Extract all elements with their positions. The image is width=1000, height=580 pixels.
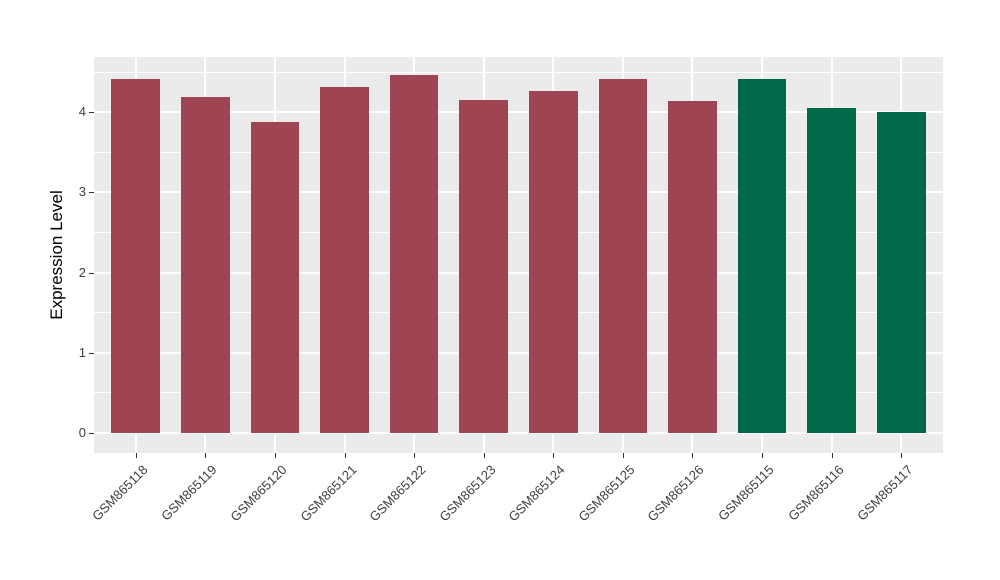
bar-GSM865123 xyxy=(459,100,509,433)
x-tick-mark-GSM865116 xyxy=(831,453,833,458)
major-gridline-y-4 xyxy=(94,111,943,114)
major-gridline-y-3 xyxy=(94,191,943,194)
y-tick-label-4: 4 xyxy=(78,104,86,120)
x-tick-mark-GSM865126 xyxy=(692,453,694,458)
x-tick-mark-GSM865115 xyxy=(762,453,764,458)
x-tick-mark-GSM865118 xyxy=(135,453,137,458)
x-tick-mark-GSM865120 xyxy=(274,453,276,458)
x-tick-label-GSM865119: GSM865119 xyxy=(158,462,220,524)
y-axis-title: Expression Level xyxy=(47,190,66,320)
bar-GSM865119 xyxy=(180,97,230,433)
y-tick-mark-0 xyxy=(89,432,94,434)
bar-GSM865121 xyxy=(320,86,369,433)
y-tick-mark-3 xyxy=(89,192,94,194)
bar-GSM865122 xyxy=(389,75,439,433)
minor-gridline-y-0.5 xyxy=(94,392,943,394)
bar-GSM865125 xyxy=(598,78,648,433)
plot-panel xyxy=(94,57,943,453)
x-tick-mark-GSM865121 xyxy=(344,453,346,458)
x-tick-label-GSM865123: GSM865123 xyxy=(436,462,499,525)
x-tick-label-GSM865126: GSM865126 xyxy=(644,462,708,525)
y-tick-label-3: 3 xyxy=(78,184,86,200)
bar-GSM865115 xyxy=(737,78,787,433)
x-tick-label-GSM865122: GSM865122 xyxy=(366,462,429,525)
bar-GSM865120 xyxy=(250,121,300,433)
x-tick-label-GSM865116: GSM865116 xyxy=(784,462,847,524)
x-tick-label-GSM865120: GSM865120 xyxy=(227,462,290,525)
x-tick-mark-GSM865119 xyxy=(205,453,207,458)
y-tick-mark-4 xyxy=(89,112,94,114)
x-tick-mark-GSM865117 xyxy=(901,453,903,458)
major-gridline-y-2 xyxy=(94,271,943,274)
major-gridline-y-0 xyxy=(94,431,943,434)
y-tick-mark-1 xyxy=(89,352,94,354)
x-tick-label-GSM865117: GSM865117 xyxy=(854,462,916,524)
bar-GSM865124 xyxy=(528,90,578,433)
x-tick-label-GSM865121: GSM865121 xyxy=(296,462,360,525)
bar-GSM865118 xyxy=(111,79,161,433)
x-tick-mark-GSM865123 xyxy=(483,453,485,458)
minor-gridline-y-4.5 xyxy=(94,71,943,73)
minor-gridline-y-1.5 xyxy=(94,312,943,314)
y-tick-label-2: 2 xyxy=(78,264,86,280)
x-tick-mark-GSM865125 xyxy=(622,453,624,458)
bar-GSM865117 xyxy=(876,111,926,433)
x-tick-label-GSM865115: GSM865115 xyxy=(715,462,777,524)
y-tick-label-1: 1 xyxy=(78,344,86,360)
minor-gridline-y-3.5 xyxy=(94,151,943,153)
x-tick-label-GSM865125: GSM865125 xyxy=(575,462,638,525)
x-tick-label-GSM865124: GSM865124 xyxy=(505,462,568,525)
minor-gridline-y-2.5 xyxy=(94,232,943,234)
bar-GSM865116 xyxy=(807,108,856,433)
x-tick-label-GSM865118: GSM865118 xyxy=(88,462,151,524)
bar-GSM865126 xyxy=(668,101,717,433)
y-tick-mark-2 xyxy=(89,272,94,274)
y-tick-label-0: 0 xyxy=(78,424,86,440)
major-gridline-y-1 xyxy=(94,351,943,354)
x-tick-mark-GSM865124 xyxy=(553,453,555,458)
x-tick-mark-GSM865122 xyxy=(414,453,416,458)
